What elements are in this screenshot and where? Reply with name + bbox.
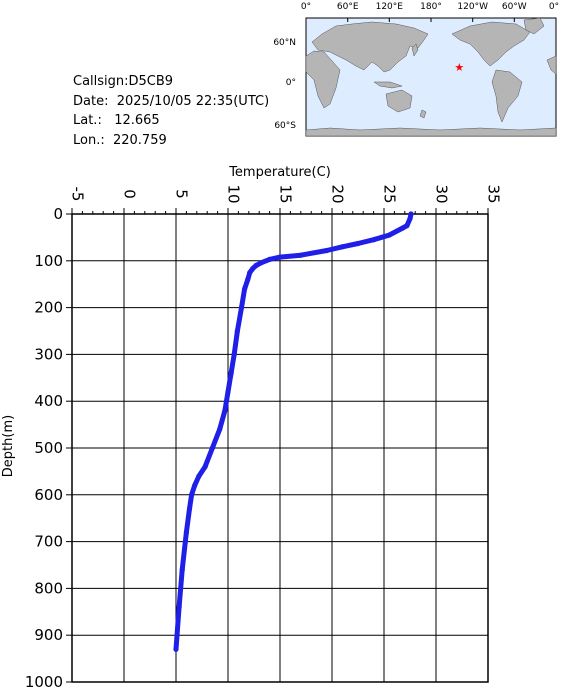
- data-point: [202, 464, 208, 470]
- map-lon-label: 120°E: [376, 2, 404, 12]
- map-top-labels: 0° 60°E 120°E 180° 120°W 60°W 0°: [301, 2, 559, 12]
- date-text: Date: 2025/10/05 22:35(UTC): [73, 93, 270, 109]
- map-side-labels: 60°N 0° 60°S: [273, 38, 296, 131]
- y-tick-label: 400: [34, 392, 63, 410]
- chart-grid: [71, 213, 489, 683]
- data-point: [173, 646, 179, 652]
- map-lon-label: 60°W: [502, 2, 527, 12]
- data-point: [186, 506, 193, 512]
- data-point: [238, 305, 245, 311]
- station-info: Callsign:D5CB9 Date: 2025/10/05 22:35(UT…: [73, 72, 269, 150]
- y-tick-label: 0: [53, 205, 63, 223]
- callsign-text: Callsign:D5CB9: [73, 74, 174, 89]
- x-tick-label: 5: [173, 189, 191, 199]
- data-point: [176, 604, 182, 610]
- data-point: [267, 256, 273, 262]
- map-lon-label: 0°: [301, 2, 311, 12]
- x-tick-label: 0: [121, 189, 139, 199]
- x-tick-label: 25: [381, 184, 399, 203]
- map-landmasses: [305, 17, 557, 137]
- x-tick-label: -5: [69, 187, 87, 202]
- map-lon-label: 60°E: [337, 2, 359, 12]
- y-axis-ticks: 0 100 200 300 400 500 600 700 800 900 1000: [25, 205, 72, 690]
- x-tick-label: 20: [329, 184, 347, 203]
- x-axis-title: Temperature(C): [228, 165, 331, 180]
- map-lat-label: 0°: [286, 78, 296, 88]
- data-point: [179, 567, 185, 573]
- data-point: [231, 351, 237, 357]
- data-point: [400, 225, 406, 231]
- map-lat-label: 60°N: [273, 38, 296, 48]
- data-point: [228, 370, 234, 376]
- y-tick-label: 300: [34, 345, 63, 363]
- series-line: [173, 211, 414, 652]
- y-tick-label: 600: [34, 486, 63, 504]
- data-point: [355, 240, 361, 247]
- y-tick-label: 900: [34, 626, 63, 644]
- x-tick-label: 10: [225, 184, 243, 203]
- data-point: [222, 407, 228, 414]
- data-point: [371, 237, 377, 243]
- longitude-text: Lon.: 220.759: [73, 132, 167, 148]
- data-point: [386, 232, 392, 238]
- data-point: [407, 216, 413, 222]
- data-point: [339, 244, 345, 250]
- data-point: [258, 260, 264, 266]
- data-point: [192, 482, 198, 489]
- data-point: [245, 276, 251, 283]
- x-axis-ticks: -5 0 5 10 15 20 25 30 35: [69, 184, 503, 214]
- y-tick-label: 800: [34, 579, 63, 597]
- data-point: [250, 265, 256, 271]
- data-point: [234, 328, 240, 334]
- y-axis-title: Depth(m): [1, 415, 16, 477]
- data-point: [277, 254, 283, 260]
- map-lon-label: 0°: [549, 2, 559, 12]
- data-point: [209, 445, 215, 451]
- data-point: [408, 211, 414, 217]
- data-point: [217, 426, 223, 432]
- latitude-text: Lat.: 12.665: [73, 113, 160, 128]
- x-tick-label: 35: [485, 184, 503, 203]
- map-lat-label: 60°S: [274, 121, 296, 131]
- y-tick-label: 200: [34, 299, 63, 317]
- map-lon-label: 180°: [420, 2, 442, 12]
- data-point: [324, 247, 330, 254]
- x-tick-label: 15: [277, 184, 295, 203]
- data-point: [247, 269, 253, 276]
- data-point: [225, 389, 231, 395]
- y-tick-label: 1000: [25, 673, 63, 690]
- map-top-ticks: [305, 18, 557, 22]
- data-point: [404, 223, 410, 229]
- y-tick-label: 500: [34, 439, 63, 457]
- data-point: [242, 286, 248, 292]
- data-point: [196, 473, 202, 479]
- y-tick-label: 100: [34, 252, 63, 270]
- map-lon-label: 120°W: [457, 2, 488, 12]
- data-point: [183, 529, 189, 535]
- x-tick-label: 30: [433, 184, 451, 203]
- station-marker-icon: ★: [454, 61, 464, 74]
- data-point: [298, 252, 304, 258]
- series-temperature-profile: [173, 211, 414, 652]
- y-tick-label: 700: [34, 533, 63, 551]
- data-point: [189, 492, 195, 498]
